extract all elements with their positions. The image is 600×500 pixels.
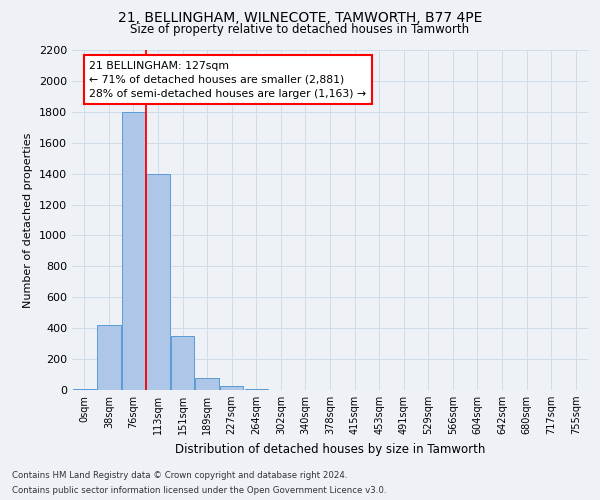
Bar	[245, 389, 268, 390]
Bar	[146, 174, 170, 390]
Y-axis label: Number of detached properties: Number of detached properties	[23, 132, 34, 308]
Text: Contains HM Land Registry data © Crown copyright and database right 2024.: Contains HM Land Registry data © Crown c…	[12, 471, 347, 480]
Bar	[122, 112, 145, 390]
Bar	[196, 378, 219, 390]
Text: 21 BELLINGHAM: 127sqm
← 71% of detached houses are smaller (2,881)
28% of semi-d: 21 BELLINGHAM: 127sqm ← 71% of detached …	[89, 61, 367, 99]
X-axis label: Distribution of detached houses by size in Tamworth: Distribution of detached houses by size …	[175, 442, 485, 456]
Bar	[171, 336, 194, 390]
Text: Size of property relative to detached houses in Tamworth: Size of property relative to detached ho…	[130, 22, 470, 36]
Bar	[97, 325, 121, 390]
Bar	[73, 389, 96, 390]
Bar	[220, 386, 244, 390]
Text: 21, BELLINGHAM, WILNECOTE, TAMWORTH, B77 4PE: 21, BELLINGHAM, WILNECOTE, TAMWORTH, B77…	[118, 11, 482, 25]
Text: Contains public sector information licensed under the Open Government Licence v3: Contains public sector information licen…	[12, 486, 386, 495]
